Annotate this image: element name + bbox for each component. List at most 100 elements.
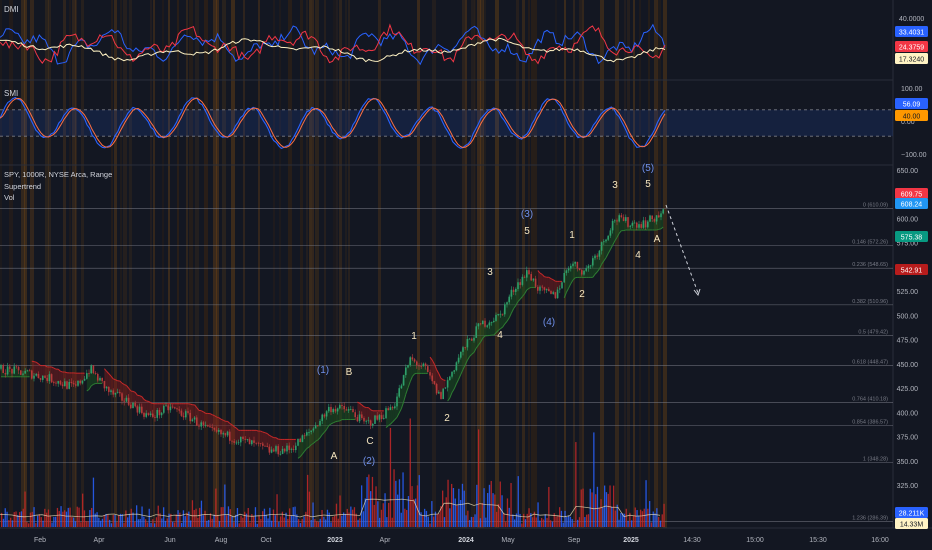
smi-tick-bottom: −100.00 bbox=[901, 152, 927, 159]
volume-bar bbox=[123, 522, 125, 527]
supertrend-line bbox=[513, 305, 517, 309]
volume-bar bbox=[190, 520, 192, 527]
session-band bbox=[312, 0, 314, 528]
supertrend-line bbox=[64, 371, 68, 374]
session-band bbox=[480, 0, 484, 528]
value-badge bbox=[895, 98, 928, 109]
volume-bar bbox=[434, 511, 437, 527]
smi-tick-mid: 0.00 bbox=[901, 119, 915, 126]
supertrend-line bbox=[596, 268, 600, 273]
session-band bbox=[300, 0, 303, 528]
candle-body bbox=[121, 393, 123, 401]
fib-label: 1 (348.28) bbox=[863, 457, 888, 463]
supertrend-line bbox=[44, 365, 48, 368]
time-axis[interactable]: Feb Apr Jun Aug Oct 2023 Apr 2024 May Sep 2025 14:3… bbox=[34, 537, 889, 544]
candle-body bbox=[497, 313, 499, 315]
supertrend-line bbox=[497, 328, 501, 331]
candle-body bbox=[495, 314, 497, 321]
supertrend-fill bbox=[144, 399, 147, 417]
supertrend-fill bbox=[207, 413, 210, 428]
candle-body bbox=[559, 288, 561, 290]
candle-body bbox=[358, 414, 361, 422]
session-band bbox=[648, 0, 650, 528]
supertrend-line bbox=[614, 237, 618, 242]
candle-body bbox=[286, 445, 288, 452]
volume-bar bbox=[175, 514, 177, 527]
volume-bar bbox=[37, 515, 39, 527]
candle-body bbox=[655, 215, 658, 222]
time-tick-label: May bbox=[501, 537, 515, 544]
candle-body bbox=[240, 436, 242, 443]
volume-bar bbox=[442, 490, 444, 527]
supertrend-fill bbox=[342, 406, 345, 420]
candle-body bbox=[213, 427, 216, 430]
volume-bar bbox=[256, 523, 258, 527]
volume-bar bbox=[478, 429, 480, 527]
volume-bar bbox=[546, 518, 548, 527]
volume-bar bbox=[433, 516, 435, 527]
smi-value-badges: 56.09 40.00 bbox=[895, 98, 928, 121]
session-band bbox=[24, 0, 27, 528]
supertrend-line bbox=[128, 387, 132, 392]
supertrend-fill bbox=[273, 437, 276, 452]
price-tick-label: 350.00 bbox=[897, 459, 919, 466]
candle-body bbox=[158, 409, 161, 416]
supertrend-fill bbox=[573, 261, 576, 280]
candle-body bbox=[284, 448, 286, 452]
session-band bbox=[531, 0, 534, 528]
supertrend-fill bbox=[185, 403, 188, 413]
candle-body bbox=[585, 268, 587, 271]
supertrend-fill bbox=[652, 218, 655, 231]
supertrend-fill bbox=[106, 371, 109, 393]
price-axis[interactable]: 650.00625.00600.00575.00550.00525.00500.… bbox=[897, 168, 919, 514]
volume-bar bbox=[49, 515, 51, 527]
candle-body bbox=[528, 270, 530, 275]
supertrend-line bbox=[212, 414, 215, 417]
volume-bar bbox=[472, 517, 474, 527]
volume-bar bbox=[299, 523, 302, 527]
volume-bar bbox=[344, 513, 347, 527]
supertrend-line bbox=[328, 423, 332, 427]
volume-bar bbox=[357, 519, 359, 527]
supertrend-fill bbox=[577, 268, 580, 278]
supertrend-line bbox=[568, 283, 572, 289]
supertrend-fill bbox=[537, 270, 540, 291]
supertrend-line bbox=[612, 240, 616, 246]
supertrend-line bbox=[260, 430, 263, 433]
volume-bar bbox=[94, 513, 96, 527]
candle-body bbox=[367, 420, 370, 422]
supertrend-fill bbox=[485, 325, 488, 336]
volume-bar bbox=[211, 518, 213, 527]
candle-body bbox=[202, 422, 205, 426]
candles bbox=[0, 208, 664, 457]
supertrend-line bbox=[306, 446, 310, 449]
supertrend-fill bbox=[3, 373, 6, 377]
volume-bar bbox=[629, 512, 631, 527]
volume-bar bbox=[65, 511, 68, 527]
volume-bar bbox=[586, 514, 588, 527]
supertrend-fill bbox=[311, 428, 314, 445]
projection-arrowhead bbox=[693, 288, 701, 297]
time-tick-label: Oct bbox=[261, 537, 272, 544]
session-band bbox=[120, 0, 122, 528]
volume-bar bbox=[449, 508, 451, 527]
supertrend-line bbox=[363, 406, 367, 409]
volume-bar bbox=[393, 469, 395, 527]
volume-bar bbox=[425, 510, 428, 527]
candle-body bbox=[281, 448, 284, 454]
volume-bar bbox=[238, 523, 240, 527]
volume-bar bbox=[427, 516, 429, 527]
volume-bar bbox=[663, 503, 665, 527]
candle-body bbox=[81, 380, 84, 384]
volume-bar bbox=[330, 522, 332, 527]
candle-body bbox=[545, 289, 548, 291]
volume-bar bbox=[415, 498, 417, 527]
volume-bar bbox=[566, 517, 568, 527]
supertrend-line bbox=[126, 385, 129, 389]
volume-bar bbox=[420, 512, 422, 527]
price-tick-label: 500.00 bbox=[897, 313, 919, 320]
value-badge bbox=[895, 264, 928, 275]
supertrend-fill bbox=[258, 431, 261, 444]
candle-body bbox=[451, 371, 453, 377]
